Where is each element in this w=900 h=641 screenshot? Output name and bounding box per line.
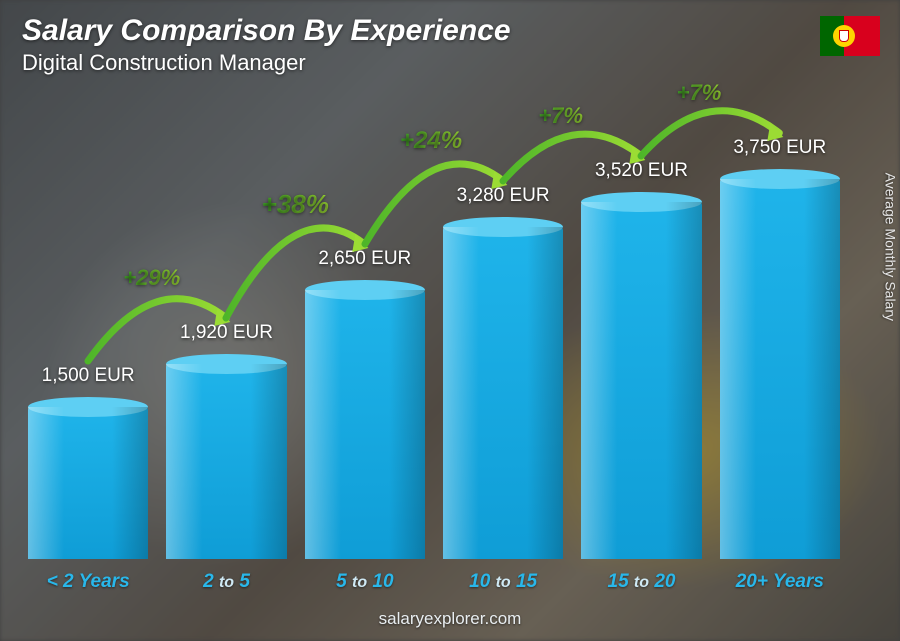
bar	[581, 202, 701, 559]
bar-chart: 1,500 EUR1,920 EUR2,650 EUR3,280 EUR3,52…	[28, 129, 840, 559]
bar-value-label: 1,920 EUR	[156, 322, 296, 344]
x-label: 10 to 15	[443, 571, 563, 593]
growth-label: +38%	[262, 189, 329, 220]
growth-label: +24%	[400, 127, 462, 155]
x-label: 2 to 5	[166, 571, 286, 593]
chart-title: Salary Comparison By Experience	[22, 14, 878, 48]
bar	[443, 227, 563, 559]
bar-column: 3,280 EUR	[443, 227, 563, 559]
bar	[166, 364, 286, 559]
x-label: 5 to 10	[305, 571, 425, 593]
bar	[305, 290, 425, 559]
growth-label: +7%	[677, 80, 722, 106]
x-label: 15 to 20	[581, 571, 701, 593]
bar-value-label: 3,520 EUR	[571, 160, 711, 182]
y-axis-label: Average Monthly Salary	[882, 172, 898, 320]
bar-column: 1,500 EUR	[28, 407, 148, 559]
x-axis-labels: < 2 Years 2 to 5 5 to 10 10 to 15 15 to 20 20…	[28, 571, 840, 593]
bar-value-label: 2,650 EUR	[295, 248, 435, 270]
bar-column: 3,750 EUR	[720, 179, 840, 559]
footer-attribution: salaryexplorer.com	[0, 609, 900, 629]
growth-label: +29%	[123, 265, 180, 291]
bar	[28, 407, 148, 559]
bar-column: 2,650 EUR	[305, 290, 425, 559]
bar	[720, 179, 840, 559]
bar-value-label: 3,280 EUR	[433, 185, 573, 207]
chart-subtitle: Digital Construction Manager	[22, 50, 878, 76]
bar-column: 1,920 EUR	[166, 364, 286, 559]
bar-value-label: 1,500 EUR	[18, 365, 158, 387]
x-label: < 2 Years	[28, 571, 148, 593]
growth-label: +7%	[538, 103, 583, 129]
bar-value-label: 3,750 EUR	[710, 137, 850, 159]
x-label: 20+ Years	[720, 571, 840, 593]
bar-column: 3,520 EUR	[581, 202, 701, 559]
header: Salary Comparison By Experience Digital …	[22, 14, 878, 76]
flag-portugal	[820, 16, 880, 56]
